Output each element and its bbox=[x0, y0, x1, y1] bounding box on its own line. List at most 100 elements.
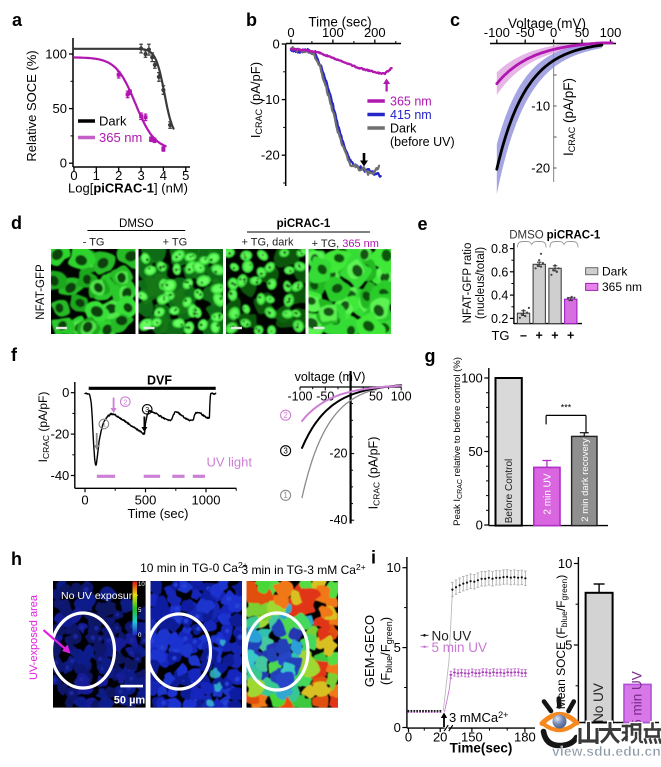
svg-text:0: 0 bbox=[287, 25, 294, 40]
svg-text:4: 4 bbox=[160, 168, 167, 183]
svg-text:UV-exposed area: UV-exposed area bbox=[28, 594, 40, 680]
svg-text:–: – bbox=[520, 329, 527, 343]
svg-text:10 min in TG-0 Ca2+: 10 min in TG-0 Ca2+ bbox=[140, 560, 248, 575]
svg-text:5: 5 bbox=[182, 168, 189, 183]
svg-text:5: 5 bbox=[565, 638, 572, 653]
svg-text:UV light: UV light bbox=[206, 455, 252, 470]
svg-text:5 min UV: 5 min UV bbox=[630, 671, 645, 727]
svg-text:-10: -10 bbox=[531, 99, 550, 114]
svg-text:piCRAC-1: piCRAC-1 bbox=[547, 230, 601, 242]
svg-text:365 nm: 365 nm bbox=[99, 130, 142, 145]
svg-text:0.6: 0.6 bbox=[491, 265, 508, 279]
svg-text:(before UV): (before UV) bbox=[390, 135, 455, 149]
svg-text:Log[piCRAC-1] (nM): Log[piCRAC-1] (nM) bbox=[68, 181, 188, 196]
svg-text:10: 10 bbox=[558, 556, 572, 571]
svg-text:-10: -10 bbox=[261, 92, 280, 107]
svg-text:i: i bbox=[371, 548, 376, 568]
svg-text:+: + bbox=[536, 329, 543, 343]
svg-text:1: 1 bbox=[93, 168, 100, 183]
svg-text:g: g bbox=[425, 346, 436, 366]
svg-text:d: d bbox=[11, 213, 22, 233]
svg-text:50 µm: 50 µm bbox=[114, 695, 146, 707]
svg-text:500: 500 bbox=[135, 492, 157, 507]
svg-text:50: 50 bbox=[53, 101, 67, 116]
svg-text:- TG: - TG bbox=[83, 237, 105, 249]
svg-text:0: 0 bbox=[62, 385, 69, 400]
svg-text:2 min UV: 2 min UV bbox=[543, 473, 554, 514]
svg-text:20: 20 bbox=[433, 730, 447, 745]
svg-text:Dark: Dark bbox=[99, 114, 127, 129]
svg-text:No UV: No UV bbox=[432, 628, 472, 643]
svg-text:5: 5 bbox=[138, 608, 142, 614]
svg-text:0: 0 bbox=[476, 518, 483, 533]
svg-text:365 nm: 365 nm bbox=[390, 95, 432, 109]
svg-text:415 nm: 415 nm bbox=[390, 108, 432, 122]
svg-text:5: 5 bbox=[394, 640, 401, 655]
svg-text:(nucleus/total): (nucleus/total) bbox=[475, 247, 487, 319]
svg-text:0: 0 bbox=[60, 156, 67, 171]
svg-text:Time(sec): Time(sec) bbox=[450, 741, 513, 756]
svg-text:-20: -20 bbox=[51, 427, 70, 442]
svg-text:No UV: No UV bbox=[591, 683, 606, 723]
svg-text:+ TG: + TG bbox=[163, 237, 188, 249]
svg-text:-20: -20 bbox=[261, 148, 280, 163]
svg-text:Voltage (mV): Voltage (mV) bbox=[508, 16, 586, 31]
svg-text:+: + bbox=[551, 329, 558, 343]
svg-text:0: 0 bbox=[138, 633, 142, 639]
svg-text:200: 200 bbox=[364, 25, 386, 40]
svg-text:3: 3 bbox=[137, 168, 144, 183]
svg-text:2: 2 bbox=[123, 397, 127, 406]
svg-text:10: 10 bbox=[386, 560, 400, 575]
svg-text:+ TG, dark: + TG, dark bbox=[241, 237, 294, 249]
svg-text:3 mMCa2+: 3 mMCa2+ bbox=[449, 710, 508, 725]
svg-text:DMSO: DMSO bbox=[119, 218, 154, 230]
svg-text:Mean SOCE (Fblue/Fgreen): Mean SOCE (Fblue/Fgreen) bbox=[554, 575, 569, 710]
svg-text:+ TG, 365 nm: + TG, 365 nm bbox=[312, 238, 379, 250]
svg-text:DVF: DVF bbox=[147, 374, 172, 388]
svg-text:Dark: Dark bbox=[390, 122, 417, 136]
svg-text:100: 100 bbox=[391, 390, 412, 404]
svg-text:3: 3 bbox=[283, 447, 288, 456]
svg-text:-40: -40 bbox=[51, 468, 70, 483]
svg-text:h: h bbox=[11, 549, 22, 569]
svg-text:180: 180 bbox=[514, 730, 536, 745]
svg-text:DMSO: DMSO bbox=[509, 230, 544, 242]
svg-text:NFAT-GFP: NFAT-GFP bbox=[35, 264, 47, 320]
svg-text:1: 1 bbox=[283, 491, 288, 500]
svg-text:Relative SOCE (%): Relative SOCE (%) bbox=[24, 50, 39, 161]
svg-text:50: 50 bbox=[468, 444, 482, 459]
svg-text:2: 2 bbox=[283, 411, 288, 420]
svg-text:0: 0 bbox=[272, 37, 279, 52]
svg-text:Time (sec): Time (sec) bbox=[308, 15, 371, 30]
svg-text:Before Control: Before Control bbox=[504, 459, 515, 523]
svg-text:0.2: 0.2 bbox=[491, 312, 508, 326]
svg-text:100: 100 bbox=[461, 371, 483, 386]
svg-text:-50: -50 bbox=[316, 390, 334, 404]
svg-text:view.sdu.edu.cn: view.sdu.edu.cn bbox=[552, 744, 661, 759]
svg-text:+: + bbox=[567, 329, 574, 343]
svg-text:-50: -50 bbox=[516, 25, 535, 40]
svg-text:f: f bbox=[11, 345, 18, 365]
svg-text:0: 0 bbox=[81, 492, 88, 507]
svg-text:NFAT-GFP ratio: NFAT-GFP ratio bbox=[462, 243, 474, 324]
svg-text:0: 0 bbox=[70, 168, 77, 183]
svg-text:100: 100 bbox=[600, 25, 622, 40]
svg-text:100: 100 bbox=[322, 25, 344, 40]
svg-text:0: 0 bbox=[394, 720, 401, 735]
svg-text:voltage (mV): voltage (mV) bbox=[295, 370, 366, 384]
svg-text:No UV exposure: No UV exposure bbox=[61, 590, 138, 602]
svg-text:-100: -100 bbox=[484, 25, 510, 40]
svg-text:b: b bbox=[246, 10, 257, 30]
svg-text:c: c bbox=[450, 10, 460, 30]
svg-text:Time (sec): Time (sec) bbox=[128, 506, 189, 521]
svg-text:a: a bbox=[12, 10, 23, 30]
svg-text:1: 1 bbox=[102, 420, 106, 429]
svg-text:3 min in TG-3 mM Ca2+: 3 min in TG-3 mM Ca2+ bbox=[242, 562, 366, 577]
svg-text:-100: -100 bbox=[287, 390, 312, 404]
svg-text:-20: -20 bbox=[531, 161, 550, 176]
svg-text:e: e bbox=[418, 214, 428, 234]
svg-text:Peak ICRAC relative to before: Peak ICRAC relative to before control (%… bbox=[452, 357, 464, 526]
svg-text:***: *** bbox=[561, 403, 572, 413]
svg-text:0: 0 bbox=[550, 25, 557, 40]
svg-text:1000: 1000 bbox=[192, 492, 221, 507]
